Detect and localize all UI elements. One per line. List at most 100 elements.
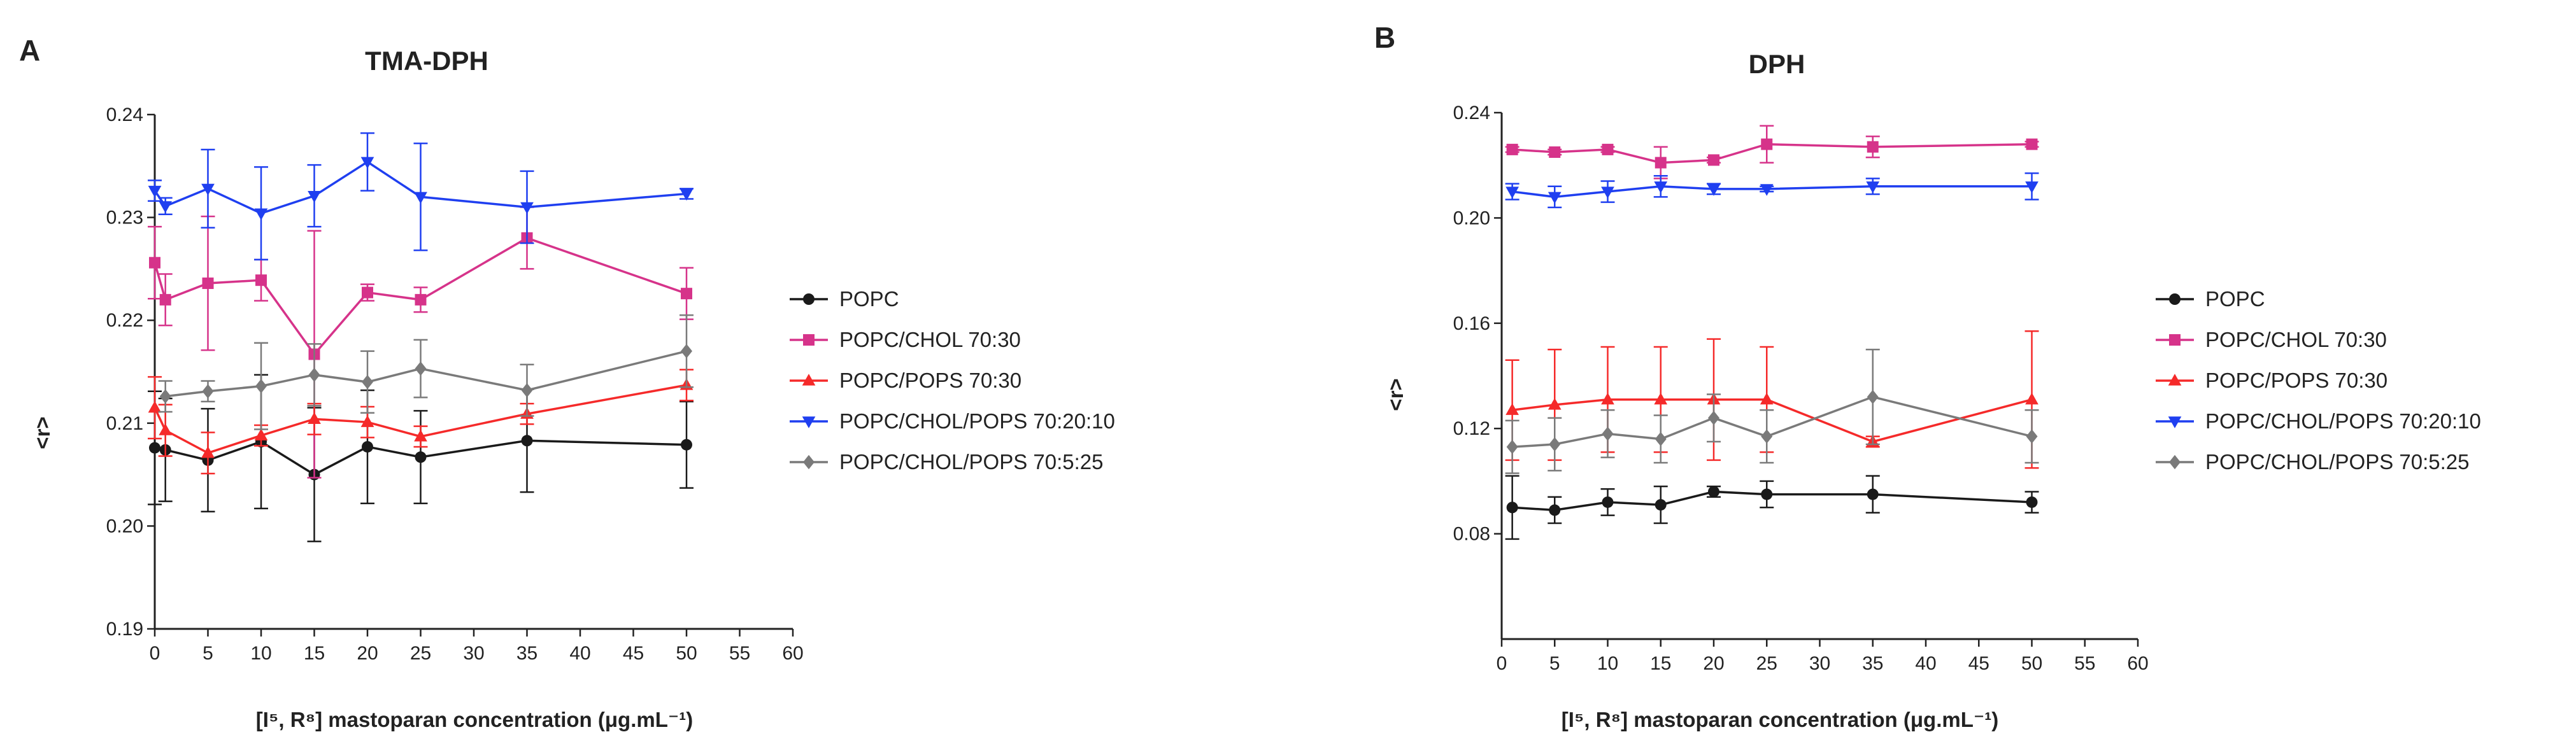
x-tick-label: 10 (250, 643, 271, 664)
data-point (1708, 486, 1719, 498)
data-point (521, 435, 533, 447)
data-point (1654, 181, 1668, 194)
data-series (1505, 475, 2039, 540)
data-point (255, 274, 267, 286)
series-line (1512, 398, 2032, 443)
y-tick-label: 0.12 (1453, 418, 1490, 439)
x-tick-label: 10 (1597, 653, 1618, 674)
legend-entry: POPC/CHOL 70:30 (2156, 328, 2387, 351)
panel-b-series (1505, 125, 2039, 540)
data-point (148, 185, 162, 198)
y-tick-label: 0.20 (106, 516, 143, 537)
panel-a-letter: A (19, 34, 40, 67)
legend-entry: POPC (790, 287, 899, 311)
x-tick-label: 25 (1756, 653, 1777, 674)
x-tick-label: 5 (1549, 653, 1560, 674)
y-tick-label: 0.24 (106, 104, 143, 125)
data-point (2025, 181, 2039, 194)
data-point (1602, 496, 1614, 508)
data-point (159, 293, 171, 306)
data-series (1505, 348, 2039, 474)
data-point (1654, 432, 1667, 446)
x-tick-label: 60 (782, 643, 803, 664)
data-point (2026, 429, 2038, 444)
legend-label: POPC/CHOL 70:30 (2205, 328, 2387, 351)
data-point (1549, 146, 1561, 158)
data-point (202, 278, 214, 290)
x-tick-label: 45 (623, 643, 644, 664)
data-point (681, 344, 692, 358)
data-point (362, 374, 373, 390)
data-point (1707, 184, 1721, 196)
legend-marker (2168, 416, 2182, 428)
legend-label: POPC/CHOL 70:30 (839, 328, 1021, 351)
data-point (308, 367, 320, 383)
x-tick-label: 35 (516, 643, 537, 664)
data-point (1506, 143, 1518, 155)
series-line (1512, 490, 2032, 512)
x-tick-label: 50 (676, 643, 697, 664)
panel-a-series (148, 132, 694, 542)
legend-marker (803, 293, 815, 305)
legend-marker (2169, 334, 2181, 346)
data-point (1601, 392, 1614, 405)
legend-marker (803, 334, 815, 346)
data-point (201, 446, 215, 458)
data-point (1761, 429, 1773, 444)
data-point (1602, 426, 1614, 441)
panel-b-letter: B (1374, 21, 1395, 54)
data-point (159, 389, 171, 404)
data-point (680, 188, 694, 201)
data-point (148, 400, 162, 413)
data-point (2025, 392, 2039, 405)
data-series (1505, 172, 2039, 209)
data-point (1654, 499, 1667, 511)
x-tick-label: 15 (304, 643, 325, 664)
data-point (2026, 138, 2038, 150)
panel-b-x-axis-title: [I⁵, R⁸] mastoparan concentration (μg.mL… (1562, 708, 1999, 731)
panel-a-chart: A TMA-DPH <r> [I⁵, R⁸] mastoparan concen… (19, 34, 1115, 731)
x-tick-label: 20 (1703, 653, 1724, 674)
data-point (1708, 411, 1719, 425)
data-point (1602, 143, 1614, 155)
x-tick-label: 50 (2021, 653, 2042, 674)
y-tick-label: 0.24 (1453, 102, 1490, 123)
x-tick-label: 35 (1862, 653, 1883, 674)
data-point (159, 423, 173, 435)
x-tick-label: 0 (1497, 653, 1507, 674)
data-point (360, 157, 374, 169)
x-tick-label: 60 (2127, 653, 2148, 674)
data-point (362, 286, 373, 299)
data-point (360, 415, 374, 427)
data-point (520, 202, 534, 215)
data-point (1505, 186, 1519, 199)
data-point (414, 192, 427, 204)
data-point (255, 379, 267, 393)
x-tick-label: 40 (1915, 653, 1936, 674)
data-point (415, 293, 427, 306)
legend-marker (2168, 374, 2182, 386)
data-point (1866, 181, 1880, 194)
series-line (1512, 395, 2032, 448)
data-point (1601, 186, 1614, 199)
panel-a-x-axis-title: [I⁵, R⁸] mastoparan concentration (μg.mL… (256, 708, 694, 731)
y-tick-label: 0.16 (1453, 313, 1490, 334)
panel-a-title: TMA-DPH (365, 46, 488, 76)
x-tick-label: 0 (150, 643, 160, 664)
data-point (1761, 138, 1773, 150)
x-tick-label: 55 (729, 643, 750, 664)
data-series (1505, 125, 2039, 179)
data-point (681, 439, 692, 451)
x-tick-label: 5 (203, 643, 213, 664)
y-tick-label: 0.22 (106, 310, 143, 331)
legend-marker (802, 374, 816, 386)
legend-entry: POPC/CHOL/POPS 70:20:10 (790, 409, 1115, 433)
data-point (1506, 502, 1518, 514)
legend-entry: POPC/POPS 70:30 (790, 369, 1021, 392)
data-point (1549, 504, 1561, 516)
legend-label: POPC/POPS 70:30 (839, 369, 1021, 392)
panel-b-legend: POPC POPC/CHOL 70:30 POPC/POPS 70:30 POPC/C… (2156, 287, 2481, 474)
y-tick-label: 0.20 (1453, 208, 1490, 229)
legend-entry: POPC/POPS 70:30 (2156, 369, 2387, 392)
y-tick-label: 0.23 (106, 208, 143, 229)
